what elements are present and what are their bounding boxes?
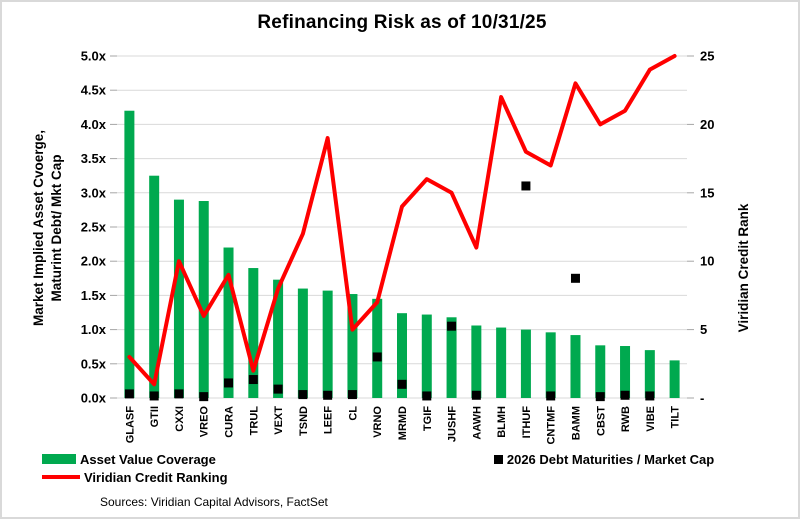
- x-axis-tick-label-BAMM: BAMM: [570, 406, 582, 440]
- marker-TRUL: [248, 375, 258, 385]
- marker-CNTMF: [546, 391, 556, 401]
- marker-JUSHF: [447, 321, 457, 331]
- sources-note: Sources: Viridian Capital Advisors, Fact…: [100, 495, 328, 509]
- legend-bar-swatch: [42, 454, 76, 464]
- left-axis-tick-label: 2.0x: [81, 254, 107, 269]
- legend-item-debt-maturities: 2026 Debt Maturities / Market Cap: [216, 452, 714, 467]
- left-axis-tick-label: 2.5x: [81, 220, 107, 235]
- marker-BAMM: [570, 273, 580, 283]
- x-axis-tick-label-CURA: CURA: [224, 406, 236, 438]
- marker-TSND: [298, 390, 308, 400]
- x-axis-tick-label-VEXT: VEXT: [273, 406, 285, 435]
- marker-ITHUF: [521, 181, 531, 191]
- x-axis-tick-label-GLASF: GLASF: [124, 406, 136, 444]
- marker-LEEF: [323, 390, 333, 400]
- left-axis-tick-label: 4.5x: [81, 83, 107, 98]
- right-axis-tick-label: 15: [700, 185, 714, 200]
- left-axis-tick-label: 0.0x: [81, 391, 107, 406]
- x-axis-tick-label-RWB: RWB: [620, 406, 632, 432]
- marker-VRNO: [372, 352, 382, 362]
- bar-BLMH: [496, 327, 507, 398]
- legend-label: Asset Value Coverage: [80, 451, 216, 467]
- bar-VRNO: [372, 298, 383, 398]
- bar-RWB: [620, 346, 631, 398]
- bar-BAMM: [570, 335, 581, 398]
- left-axis-tick-label: 1.0x: [81, 322, 107, 337]
- left-axis-tick-label: 0.5x: [81, 356, 107, 371]
- marker-VIBE: [645, 391, 655, 401]
- x-axis-tick-label-ITHUF: ITHUF: [521, 406, 533, 439]
- chart-legend: Asset Value Coverage 2026 Debt Maturitie…: [42, 450, 762, 486]
- x-axis-tick-label-AAWH: AAWH: [471, 406, 483, 440]
- marker-RWB: [620, 390, 630, 400]
- bar-CBST: [595, 345, 606, 398]
- legend-label: Viridian Credit Ranking: [84, 469, 228, 485]
- bar-JUSHF: [446, 317, 457, 398]
- right-axis-tick-label: -: [700, 391, 704, 406]
- bar-GLASF: [124, 110, 135, 398]
- marker-CBST: [595, 392, 605, 402]
- left-axis-tick-label: 1.5x: [81, 288, 107, 303]
- bar-LEEF: [322, 290, 333, 398]
- bar-VIBE: [644, 350, 655, 398]
- right-axis-tick-label: 5: [700, 322, 707, 337]
- bar-VEXT: [273, 279, 284, 398]
- bar-CURA: [223, 247, 234, 398]
- bar-TSND: [297, 288, 308, 398]
- marker-CL: [347, 390, 357, 400]
- legend-item-viridian-credit-ranking: Viridian Credit Ranking: [42, 470, 228, 485]
- marker-GLASF: [124, 389, 134, 399]
- bar-CL: [347, 294, 358, 398]
- legend-square-swatch: [493, 454, 503, 464]
- bar-GTII: [149, 175, 160, 398]
- x-axis-tick-label-TSND: TSND: [298, 406, 310, 436]
- x-axis-tick-label-VIBE: VIBE: [645, 406, 657, 432]
- x-axis-tick-label-MRMD: MRMD: [397, 406, 409, 440]
- bar-CNTMF: [545, 332, 556, 398]
- right-axis-tick-label: 20: [700, 117, 714, 132]
- left-axis-tick-label: 5.0x: [81, 49, 107, 64]
- bar-TRUL: [248, 268, 259, 398]
- left-axis-tick-label: 3.0x: [81, 185, 107, 200]
- bar-TILT: [669, 360, 680, 398]
- bar-TGIF: [421, 314, 432, 398]
- left-axis-tick-label: 3.5x: [81, 151, 107, 166]
- marker-MRMD: [397, 379, 407, 389]
- bar-VREO: [198, 201, 209, 398]
- x-axis-tick-label-TGIF: TGIF: [422, 406, 434, 431]
- x-axis-tick-label-CNTMF: CNTMF: [546, 406, 558, 445]
- bar-CXXI: [173, 199, 184, 398]
- legend-label: 2026 Debt Maturities / Market Cap: [506, 451, 715, 467]
- marker-TGIF: [422, 391, 432, 401]
- x-axis-tick-label-GTII: GTII: [149, 406, 161, 427]
- bar-MRMD: [397, 313, 407, 398]
- marker-VREO: [199, 392, 209, 402]
- x-axis-tick-label-VRNO: VRNO: [372, 406, 384, 438]
- x-axis-tick-label-CBST: CBST: [595, 406, 607, 436]
- left-axis-tick-label: 4.0x: [81, 117, 107, 132]
- x-axis-tick-label-LEEF: LEEF: [323, 406, 335, 434]
- x-axis-tick-label-CXXI: CXXI: [174, 406, 186, 432]
- x-axis-tick-label-TRUL: TRUL: [248, 406, 260, 436]
- bar-AAWH: [471, 325, 482, 398]
- marker-AAWH: [471, 390, 481, 400]
- marker-VEXT: [273, 384, 283, 394]
- marker-GTII: [149, 391, 159, 401]
- x-axis-tick-label-TILT: TILT: [670, 406, 682, 429]
- bar-ITHUF: [520, 329, 531, 398]
- x-axis-tick-label-JUSHF: JUSHF: [447, 406, 459, 442]
- chart-title: Refinancing Risk as of 10/31/25: [257, 12, 547, 33]
- credit-ranking-line: [127, 54, 677, 387]
- x-axis-tick-label-BLMH: BLMH: [496, 406, 508, 438]
- x-axis-tick-label-CL: CL: [347, 406, 359, 421]
- legend-line-swatch: [42, 475, 80, 479]
- marker-CXXI: [174, 389, 184, 399]
- legend-item-asset-value-coverage: Asset Value Coverage: [42, 452, 216, 467]
- x-axis-tick-label-VREO: VREO: [199, 406, 211, 438]
- right-axis-tick-label: 10: [700, 254, 714, 269]
- right-axis-tick-label: 25: [700, 49, 714, 64]
- marker-CURA: [224, 378, 234, 388]
